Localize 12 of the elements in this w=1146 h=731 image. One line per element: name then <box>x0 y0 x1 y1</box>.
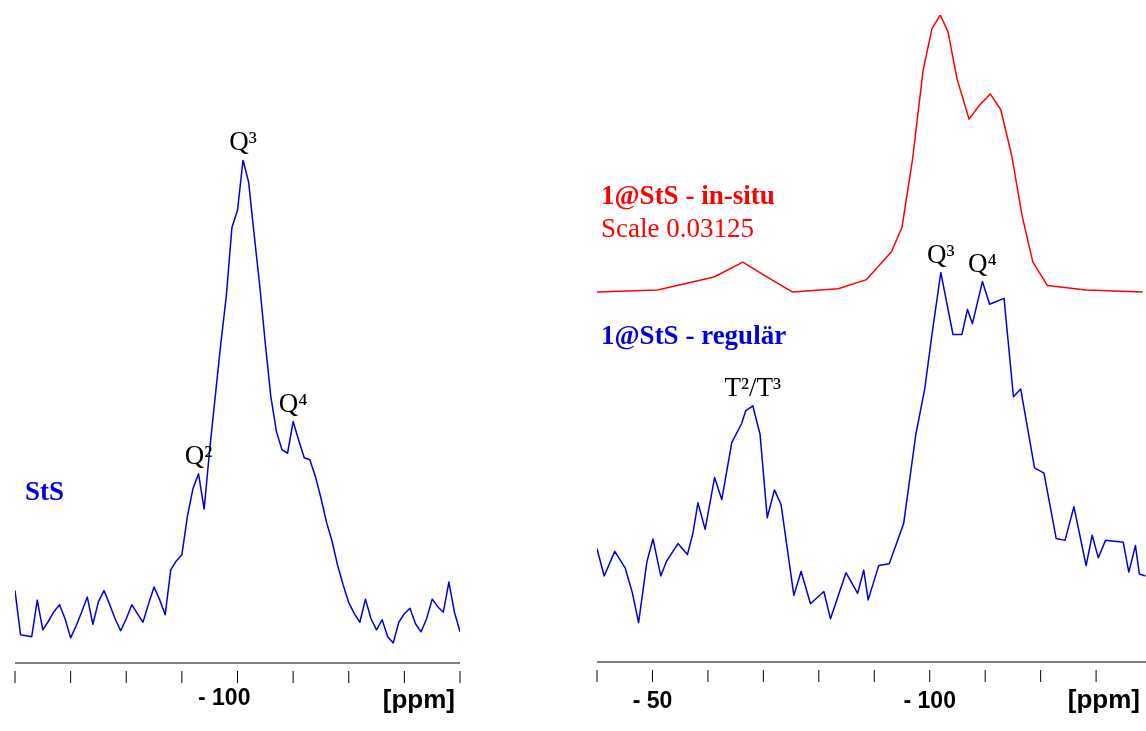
x-tick-label: - 50 <box>632 687 673 713</box>
annotation: Q⁴ <box>967 247 997 278</box>
annotation: Q⁴ <box>278 387 308 418</box>
text: StS <box>25 476 65 507</box>
annotation: Q³ <box>229 126 257 156</box>
text: 1@StS - in-situ <box>601 180 775 211</box>
annotation: Q³ <box>927 238 955 269</box>
x-axis-title: [ppm] <box>382 684 455 715</box>
annotation: T²/T³ <box>724 371 782 402</box>
x-axis-title: [ppm] <box>1067 684 1140 715</box>
annotation: Scale 0.03125 <box>601 213 754 244</box>
text: 1@StS - regulär <box>601 320 787 351</box>
